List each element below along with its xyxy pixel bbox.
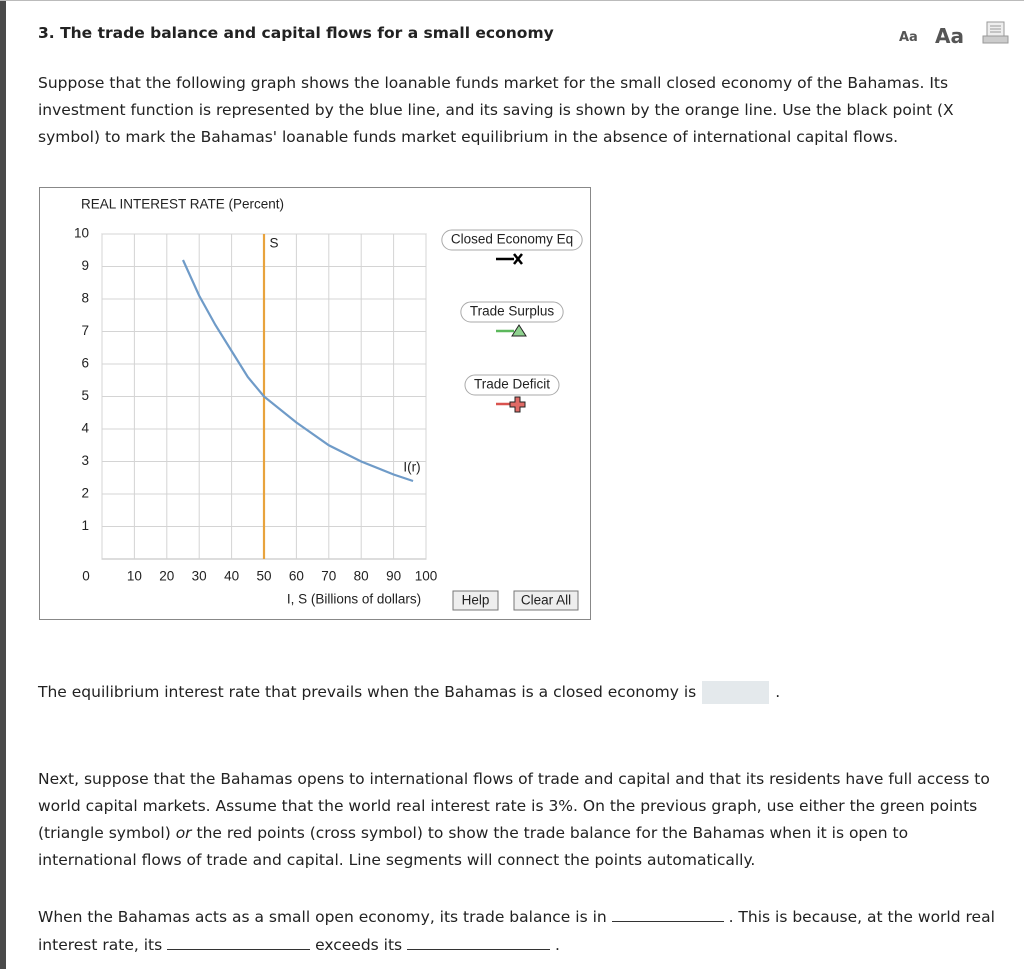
tool-label: Closed Economy Eq <box>451 232 573 247</box>
dropdown-blank[interactable] <box>167 931 311 950</box>
x-tick-label: 100 <box>415 569 438 584</box>
x-tick-label: 50 <box>256 569 271 584</box>
tool-label: Trade Deficit <box>474 377 550 392</box>
question-text: exceeds its <box>315 936 403 954</box>
question-1: The equilibrium interest rate that preva… <box>38 679 1004 706</box>
y-tick-label: 6 <box>81 356 89 371</box>
tool-icon <box>513 253 523 265</box>
point-tool[interactable]: Trade Deficit <box>464 374 560 413</box>
text-size-small[interactable]: Aa <box>899 30 918 45</box>
action-button[interactable]: Clear All <box>513 590 579 611</box>
x-tick-label: 60 <box>289 569 304 584</box>
y-tick-label: 8 <box>81 291 89 306</box>
dropdown-blank[interactable] <box>407 931 551 950</box>
x-tick-label: 20 <box>159 569 174 584</box>
tool-icon <box>509 396 526 413</box>
series-label: S <box>269 236 278 251</box>
tool-label: Trade Surplus <box>470 304 555 319</box>
tool-button <box>441 229 583 251</box>
y-tick-label: 1 <box>81 518 89 533</box>
paragraph-text: the red points (cross symbol) to show th… <box>38 824 909 869</box>
series-label: I(r) <box>403 460 420 475</box>
graph: REAL INTEREST RATE (Percent) I, S (Billi… <box>39 187 591 620</box>
y-tick-label: 2 <box>81 486 89 501</box>
x-axis-title: I, S (Billions of dollars) <box>287 592 421 607</box>
y-tick-label: 4 <box>81 421 89 436</box>
x-tick-label: 80 <box>354 569 369 584</box>
notes-icon[interactable] <box>982 21 1010 45</box>
tool-icon <box>511 324 527 337</box>
action-button[interactable]: Help <box>452 590 499 611</box>
y-tick-label: 3 <box>81 453 89 468</box>
y-tick-label: 10 <box>74 226 89 241</box>
text-size-large[interactable]: Aa <box>935 24 964 48</box>
question-text: . This is because, at the world real int… <box>38 908 995 954</box>
intro-text: Suppose that the following graph shows t… <box>38 74 954 146</box>
question-text: . <box>555 936 560 954</box>
dropdown[interactable] <box>702 681 770 704</box>
button-face <box>452 590 499 611</box>
top-border <box>0 0 1024 1</box>
point-tool[interactable]: Trade Surplus <box>460 301 564 337</box>
side-bar <box>0 0 6 969</box>
question-text: . <box>775 683 781 701</box>
emphasis: or <box>175 824 192 842</box>
question-title: 3. The trade balance and capital flows f… <box>38 24 554 42</box>
y-tick-label: 7 <box>81 323 89 338</box>
paragraph-2: Next, suppose that the Bahamas opens to … <box>38 766 1004 874</box>
paragraph-text: Next, suppose that the Bahamas opens to … <box>38 770 990 842</box>
question-text: The equilibrium interest rate that preva… <box>38 683 697 701</box>
x-tick-label: 10 <box>127 569 142 584</box>
x-tick-label: 40 <box>224 569 239 584</box>
y-tick-label: 9 <box>81 258 89 273</box>
point-tool[interactable]: Closed Economy Eq <box>441 229 583 265</box>
dropdown-blank[interactable] <box>611 903 724 922</box>
question-text: When the Bahamas acts as a small open ec… <box>38 908 607 926</box>
x-tick-label: 0 <box>82 569 90 584</box>
button-label: Clear All <box>521 593 571 608</box>
y-tick-label: 5 <box>81 388 89 403</box>
x-tick-label: 30 <box>192 569 207 584</box>
button-face <box>513 590 579 611</box>
x-tick-label: 70 <box>321 569 336 584</box>
question-2: When the Bahamas acts as a small open ec… <box>38 903 1004 959</box>
y-axis-title: REAL INTEREST RATE (Percent) <box>81 197 284 212</box>
tool-button <box>460 301 564 323</box>
series-line <box>181 259 414 483</box>
button-label: Help <box>462 593 490 608</box>
tool-button <box>464 374 560 396</box>
x-tick-label: 90 <box>386 569 401 584</box>
